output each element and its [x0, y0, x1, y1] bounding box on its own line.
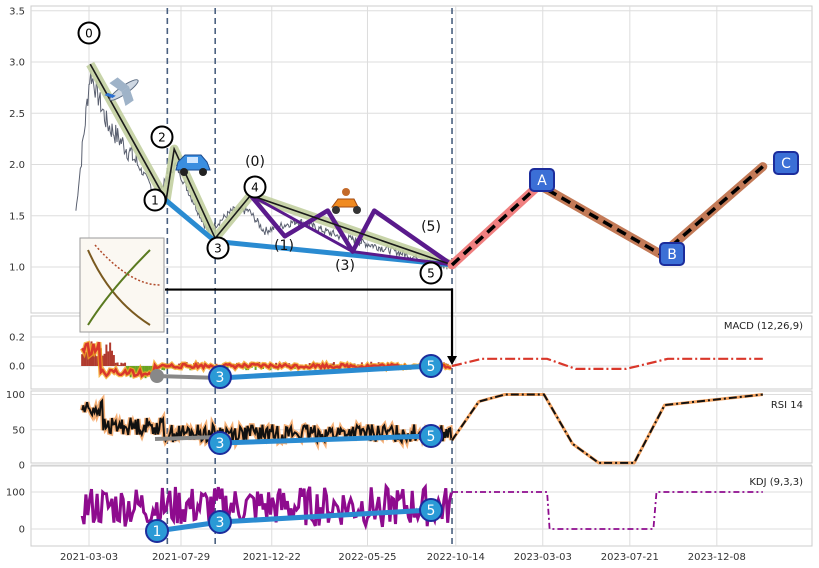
chart-annotations: 0 1 2 3 4 5 (0) (1) (3) (5) A B C 3 5 3 5 1 3 5: [77, 21, 799, 543]
projection-label-A: A: [537, 173, 547, 189]
car-icon: [175, 154, 211, 176]
wave-circle-3: [206, 236, 230, 260]
projection-box-A: [529, 168, 555, 192]
price-y-tick: 3.0: [9, 58, 25, 69]
x-tick-label: 2021-12-22: [243, 552, 301, 563]
price-line: [75, 70, 448, 270]
car-wheel: [199, 168, 207, 176]
x-tick-label: 2023-12-08: [688, 552, 746, 563]
wave-label-0: 0: [85, 27, 93, 41]
projection-segment-b: [534, 180, 666, 260]
wave-line: [89, 63, 453, 266]
airplane-wing: [109, 77, 129, 92]
connector-arrowhead: [447, 356, 458, 365]
inset-curve-1: [87, 249, 151, 326]
macd-divergence-line: [219, 363, 432, 381]
price-y-tick: 1.5: [9, 211, 25, 222]
rsi-divergence-gray: [154, 435, 221, 441]
price-y-tick: 1.0: [9, 263, 25, 274]
x-tick-label: 2021-07-29: [152, 552, 210, 563]
macd-divergence-marker: [150, 369, 164, 383]
wave-circle-2: [150, 125, 174, 149]
rsi-forecast-glow: [450, 393, 763, 465]
airplane-tail: [104, 92, 116, 99]
subwave-label: (3): [335, 258, 355, 274]
rsi-y-tick: 0: [19, 461, 25, 472]
car-window: [187, 157, 198, 163]
kdj-divergence-label-5: 5: [427, 503, 436, 519]
x-tick-label: 2023-07-21: [601, 552, 659, 563]
wave-label-5: 5: [427, 267, 435, 281]
kdj-y-tick: 100: [6, 488, 25, 499]
projection-label-C: C: [781, 156, 791, 172]
subwave-channel: [249, 193, 453, 267]
projection-box-C: [773, 151, 799, 175]
axis-labels: 2021-03-03 2021-07-29 2021-12-22 2022-05-25…: [6, 6, 803, 563]
rsi-y-tick: 100: [6, 390, 25, 401]
car-wheel: [180, 168, 188, 176]
x-tick-label: 2021-03-03: [60, 552, 118, 563]
rsi-divergence-line: [219, 433, 432, 446]
divergence-circle: [419, 498, 443, 522]
scooter-wheel: [332, 206, 340, 214]
airplane-wing: [121, 86, 134, 107]
macd-panel-label: MACD (12,26,9): [724, 321, 803, 332]
subwave-line: [248, 193, 454, 267]
rsi-y-tick: 50: [12, 425, 25, 436]
macd-forecast: [451, 357, 763, 370]
scooter-wheel: [353, 206, 361, 214]
airplane-icon: [104, 77, 139, 107]
wave-circle-0: [77, 21, 101, 45]
kdj-panel-label: KDJ (9,3,3): [749, 477, 803, 488]
divergence-circle: [208, 431, 232, 455]
macd-divergence-label-3: 3: [216, 370, 225, 386]
wave-label-4: 4: [251, 181, 259, 195]
macd-y-tick: 0.0: [9, 362, 25, 373]
scooter-icon: [331, 188, 361, 214]
subwave-label: (5): [421, 219, 441, 235]
scooter-body: [331, 198, 359, 208]
subwave-label: (0): [245, 154, 265, 170]
kdj-divergence-label-3: 3: [216, 515, 225, 531]
divergence-circle: [419, 354, 443, 378]
rsi-panel-label: RSI 14: [771, 400, 803, 411]
x-tick-label: 2022-05-25: [338, 552, 396, 563]
macd-y-tick: 0.2: [9, 333, 25, 344]
wave-label-3: 3: [214, 242, 222, 256]
rsi-divergence-label-5: 5: [427, 429, 436, 445]
rsi-line: [81, 398, 453, 446]
wave-label-1: 1: [151, 194, 159, 208]
wave-circle-4: [243, 175, 267, 199]
divergence-circle: [419, 424, 443, 448]
rsi-divergence-label-3: 3: [216, 436, 225, 452]
scooter-rider: [342, 188, 350, 196]
inset-curve-3: [94, 244, 161, 286]
price-y-tick: 3.5: [9, 6, 25, 17]
kdj-forecast: [452, 491, 763, 530]
subwave-label: (1): [274, 238, 294, 254]
kdj-divergence-label-1: 1: [153, 524, 162, 540]
wave-circle-5: [419, 261, 443, 285]
macd-divergence-label-5: 5: [427, 359, 436, 375]
wave-circle-1: [143, 188, 167, 212]
price-y-tick: 2.0: [9, 160, 25, 171]
projection-label-B: B: [667, 247, 677, 263]
x-tick-label: 2023-03-03: [514, 552, 572, 563]
projection-box-B: [659, 242, 685, 266]
projection-dashed: [450, 165, 764, 267]
wave-label-2: 2: [158, 131, 166, 145]
divergence-circle: [145, 519, 169, 543]
kdj-y-tick: 0: [19, 525, 25, 536]
divergence-circle: [208, 510, 232, 534]
price-y-tick: 2.5: [9, 109, 25, 120]
divergence-circle: [208, 365, 232, 389]
x-tick-label: 2022-10-14: [427, 552, 485, 563]
inset-curve-2: [87, 249, 151, 326]
connector-line: [165, 288, 454, 360]
